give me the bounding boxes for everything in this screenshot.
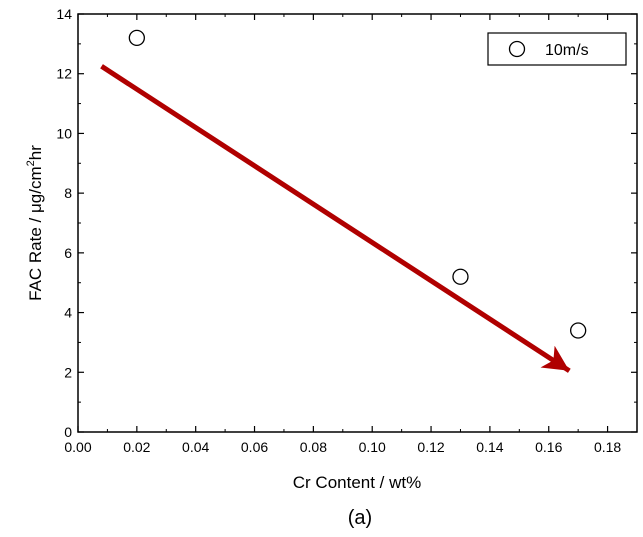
y-tick-label: 4 (64, 305, 72, 321)
figure-caption: (a) (348, 507, 372, 529)
x-axis-label: Cr Content / wt% (293, 473, 422, 492)
y-tick-label: 2 (64, 364, 72, 380)
x-tick-label: 0.16 (535, 439, 562, 455)
x-axis: 0.00 0.02 0.04 0.06 0.08 0.10 0.12 0.14 0.16 0.18 (64, 14, 621, 455)
y-axis-label-suffix: hr (26, 145, 45, 160)
y-tick-label: 8 (64, 185, 72, 201)
y-tick-label: 14 (56, 6, 72, 22)
x-tick-label: 0.18 (594, 439, 621, 455)
x-tick-label: 0.04 (182, 439, 209, 455)
legend-label: 10m/s (545, 42, 589, 59)
data-point (128, 29, 145, 47)
data-points (128, 29, 587, 339)
legend-marker (508, 40, 526, 58)
y-tick-label: 10 (56, 125, 72, 141)
plot-frame (77, 13, 638, 433)
legend: 10m/s (487, 32, 627, 66)
x-tick-label: 0.14 (476, 439, 503, 455)
x-tick-label: 0.08 (300, 439, 327, 455)
data-point (570, 322, 587, 339)
x-tick-label: 0.10 (359, 439, 386, 455)
y-axis-label-part: FAC Rate / (26, 213, 45, 301)
x-tick-label: 0.00 (64, 439, 91, 455)
y-axis: 0 2 4 6 8 10 12 14 (56, 6, 637, 440)
x-tick-label: 0.02 (123, 439, 150, 455)
y-axis-label-unit: μg/cm (26, 166, 45, 213)
y-tick-label: 6 (64, 245, 72, 261)
trend-arrow (100, 64, 571, 373)
y-tick-label: 0 (64, 424, 72, 440)
y-axis-label-superscript: 2 (25, 160, 37, 166)
data-point (452, 268, 469, 285)
x-tick-label: 0.06 (241, 439, 268, 455)
x-tick-label: 0.12 (417, 439, 444, 455)
y-tick-label: 12 (56, 66, 72, 82)
y-axis-label: FAC Rate / μg/cm2hr (25, 145, 45, 301)
